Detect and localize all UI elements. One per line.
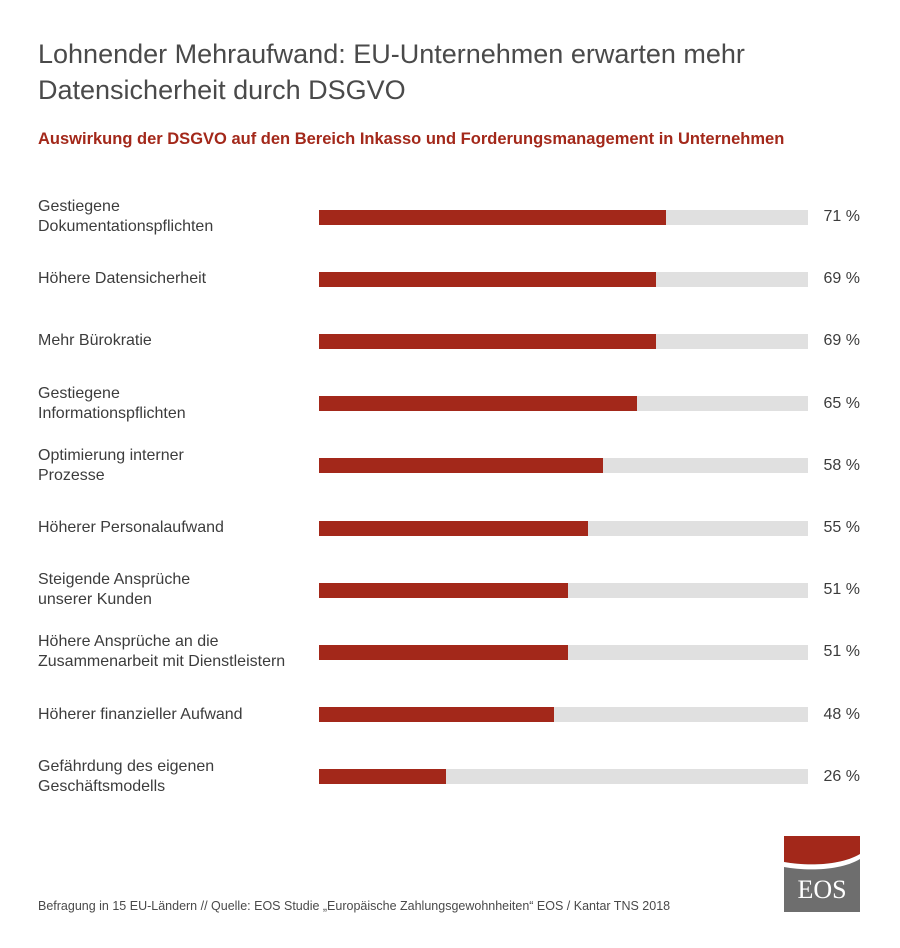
logo-red-wave xyxy=(784,836,860,865)
bar-track xyxy=(319,396,808,412)
category-label-line: Dokumentationspflichten xyxy=(38,218,214,235)
category-label: Mehr Bürokratie xyxy=(38,331,313,351)
chart-title-line-1: Lohnender Mehraufwand: EU-Unternehmen er… xyxy=(38,39,745,69)
value-label: 58 % xyxy=(823,456,860,474)
eos-logo: EOS xyxy=(784,836,860,912)
bar-track xyxy=(319,582,808,598)
bar-track xyxy=(319,644,808,660)
chart-subtitle: Auswirkung der DSGVO auf den Bereich Ink… xyxy=(38,130,785,148)
bar xyxy=(319,271,657,287)
bar xyxy=(319,707,554,723)
value-label: 69 % xyxy=(823,270,860,288)
category-label-line: Gefährdung des eigenen xyxy=(38,757,215,775)
category-label: Höherer finanzieller Aufwand xyxy=(38,705,313,725)
value-label: 48 % xyxy=(823,705,860,723)
category-label-line: Steigende Ansprüche xyxy=(38,571,191,589)
chart-title: Lohnender Mehraufwand: EU-Unternehmen er… xyxy=(38,36,858,108)
category-label-line: Prozesse xyxy=(38,466,105,484)
value-label: 55 % xyxy=(823,519,860,536)
category-label-line: Höherer Personalaufwand xyxy=(38,519,224,536)
category-label-line: unserer Kunden xyxy=(38,591,152,609)
category-label: Steigende Ansprüche unserer Kunden xyxy=(38,570,313,610)
bar xyxy=(319,209,667,225)
bar xyxy=(319,644,569,660)
category-label-line: Zusammenarbeit mit Dienstleistern xyxy=(38,653,286,671)
logo-white-stripe xyxy=(784,854,860,870)
bar-track xyxy=(319,209,808,225)
category-label-line: Mehr Bürokratie xyxy=(38,332,152,350)
category-label: Gestiegene Dokumentationspflichten xyxy=(38,197,313,237)
category-label-line: Höhere Ansprüche an die xyxy=(38,633,219,651)
value-label: 26 % xyxy=(823,767,860,785)
value-label: 65 % xyxy=(823,394,860,412)
category-label-line: Informationspflichten xyxy=(38,404,186,422)
category-label: Gefährdung des eigenen Geschäftsmodells xyxy=(38,757,313,797)
category-label: Höhere Ansprüche an die Zusammenarbeit mi… xyxy=(38,632,313,672)
bar-track xyxy=(319,333,808,349)
chart-title-line-2: Datensicherheit durch DSGVO xyxy=(38,75,406,105)
category-label: Gestiegene Informationspflichten xyxy=(38,384,313,424)
category-label-line: Geschäftsmodells xyxy=(38,777,166,795)
category-label-line: Gestiegene xyxy=(38,198,120,215)
bar-track xyxy=(319,769,808,785)
bar xyxy=(319,520,588,536)
bar xyxy=(319,458,603,474)
category-label: Höherer Personalaufwand xyxy=(38,518,313,538)
bar-chart: Gestiegene Dokumentationspflichten 71 % Höh… xyxy=(0,180,900,820)
bar xyxy=(319,582,569,598)
eos-logo-mark: EOS xyxy=(784,836,860,912)
value-label: 51 % xyxy=(823,581,860,599)
category-label-line: Höherer finanzieller Aufwand xyxy=(38,705,243,723)
bar-track xyxy=(319,520,808,536)
category-label: Höhere Datensicherheit xyxy=(38,269,313,289)
bar xyxy=(319,333,657,349)
bar-track xyxy=(319,707,808,723)
bar-track xyxy=(319,458,808,474)
source-footnote: Befragung in 15 EU-Ländern // Quelle: EO… xyxy=(38,899,671,913)
category-label-line: Höhere Datensicherheit xyxy=(38,270,207,288)
category-label-line: Gestiegene xyxy=(38,384,120,402)
value-label: 51 % xyxy=(823,643,860,661)
value-label: 71 % xyxy=(823,208,860,225)
logo-text: EOS xyxy=(797,875,846,904)
bar xyxy=(319,769,447,785)
bar-track xyxy=(319,271,808,287)
category-label: Optimierung interner Prozesse xyxy=(38,446,313,486)
category-label-line: Optimierung interner xyxy=(38,446,184,464)
value-label: 69 % xyxy=(823,332,860,350)
bar xyxy=(319,396,637,412)
